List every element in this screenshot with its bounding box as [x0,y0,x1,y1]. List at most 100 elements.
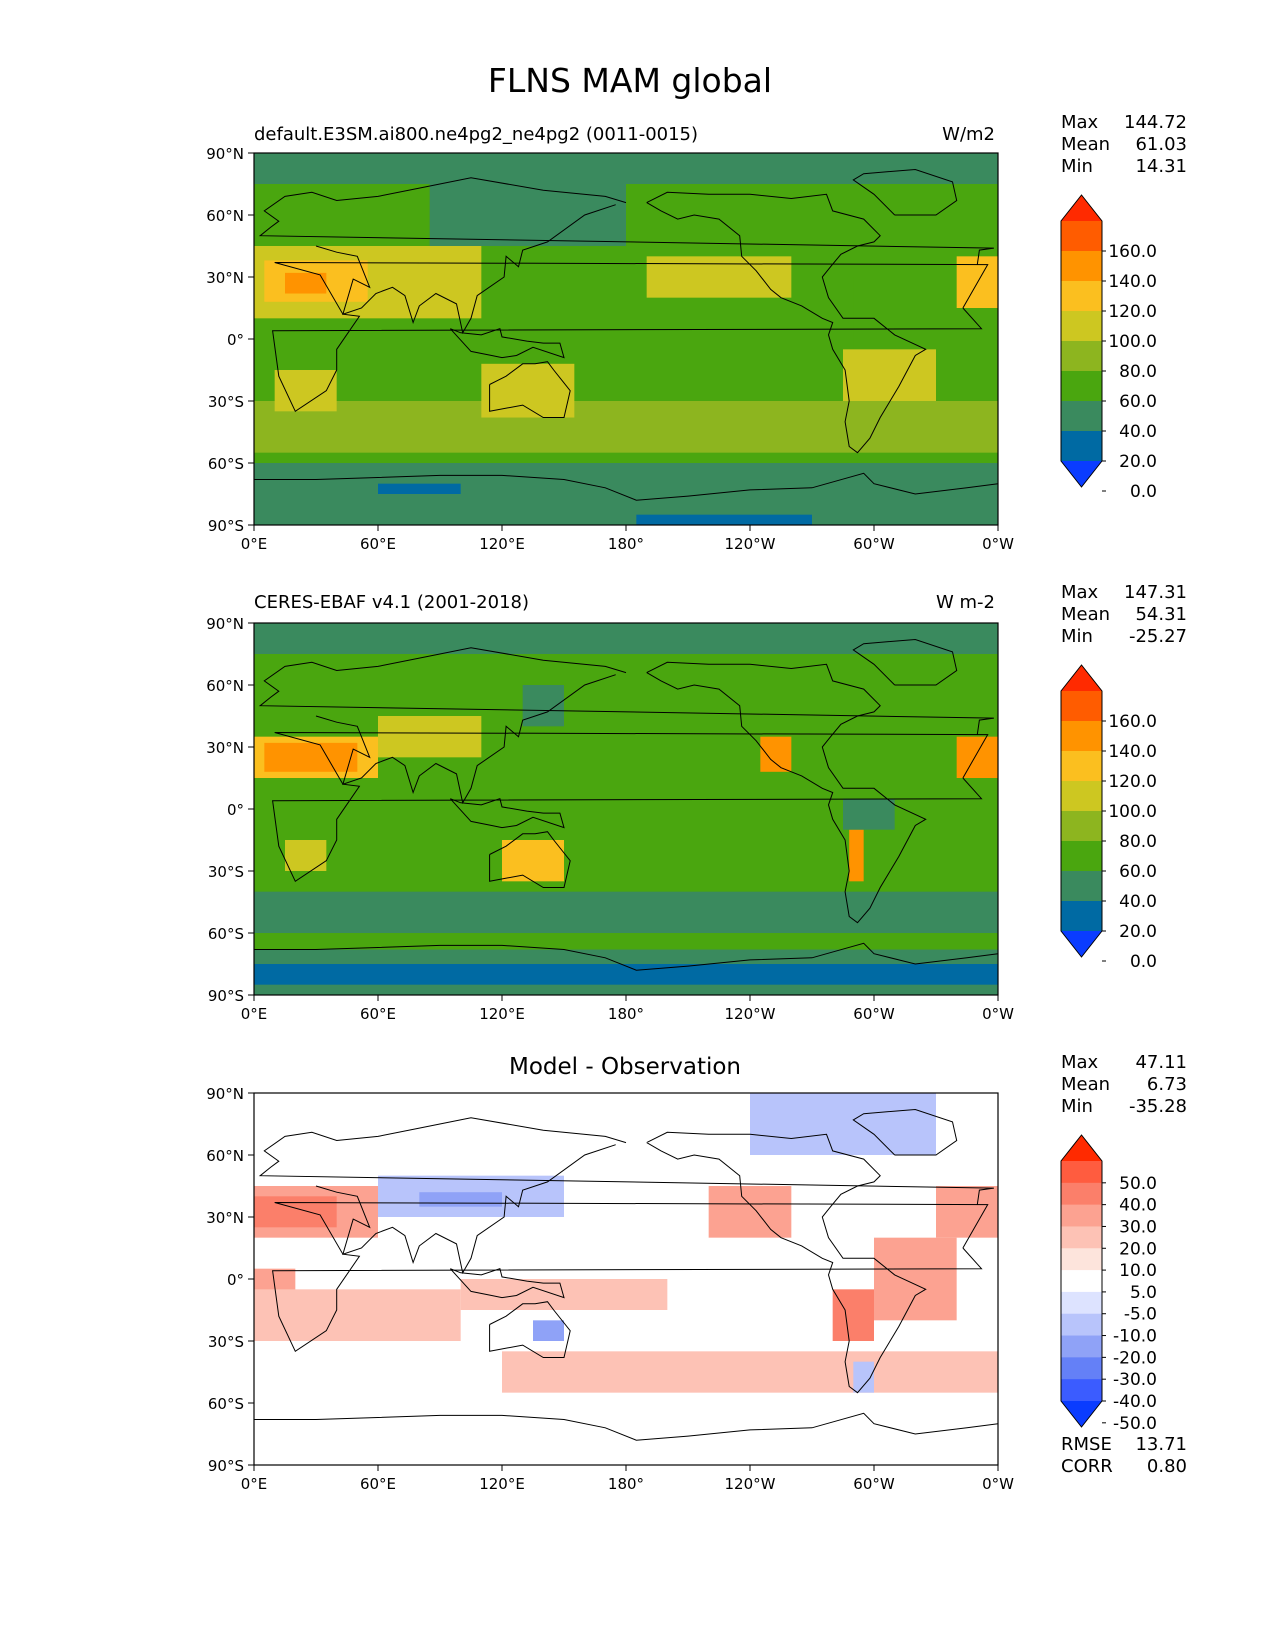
colorbar-diff-label-9: -30.0 [1113,1370,1157,1390]
map-obs-region-12 [843,798,895,830]
map-model-coastline-2 [315,204,616,335]
x-tick-label-diff-3: 180° [608,1475,644,1493]
colorbar-diff-band-3 [1061,1204,1102,1227]
y-tick-label-diff-4: 30°S [208,1333,244,1351]
x-tick-label-obs-0: 0°E [241,1005,268,1023]
map-diff-region-10 [502,1351,998,1393]
map-diff-region-7 [832,1289,874,1341]
y-tick-label-model-3: 0° [227,331,244,349]
figure-title: FLNS MAM global [488,61,772,100]
map-obs-region-9 [849,829,864,882]
y-tick-label-diff-3: 0° [227,1271,244,1289]
map-diff-region-9 [533,1320,564,1341]
panel-model: default.E3SM.ai800.ne4pg2_ne4pg2 (0011-0… [206,112,1187,553]
map-obs-coastline-1 [258,647,994,735]
colorbar-obs-band-7 [1061,871,1102,902]
map-diff-region-8 [874,1237,957,1321]
colorbar-diff-label-6: -5.0 [1124,1305,1157,1325]
y-tick-label-model-2: 30°N [206,269,244,287]
panel-model-title-right: W/m2 [942,124,995,145]
y-tick-label-diff-0: 90°N [206,1085,244,1103]
colorbar-model-label-1: 140.0 [1108,272,1157,292]
map-obs-coastline-0 [272,732,989,883]
map-diff-region-14 [460,1279,668,1310]
colorbar-obs-top-extend [1061,665,1102,691]
stat-obs-max-value: 147.31 [1124,582,1187,603]
map-obs-coastline-3 [489,831,571,888]
colorbar-diff-band-9 [1061,1335,1102,1358]
colorbar-diff-band-8 [1061,1313,1102,1337]
map-model-region-11 [378,483,461,494]
colorbar-model-label-7: 20.0 [1119,452,1157,472]
colorbar-model-band-3 [1061,281,1102,312]
x-tick-label-obs-1: 60°E [360,1005,396,1023]
colorbar-diff-band-2 [1061,1182,1102,1206]
colorbar-model-band-8 [1061,431,1102,462]
y-tick-label-obs-3: 0° [227,801,244,819]
map-model-region-13 [429,184,626,246]
map-obs-region-8 [760,736,792,772]
stat-diff-corr-value: 0.80 [1147,1456,1187,1477]
stat-diff-max-label: Max [1061,1052,1099,1073]
colorbar-diff-band-7 [1061,1291,1102,1315]
map-diff-region-12 [936,1186,998,1238]
colorbar-diff-band-11 [1061,1379,1102,1402]
x-tick-label-model-4: 120°W [725,535,776,553]
map-obs-coastline-2 [315,674,616,805]
map-diff-region-5 [750,1093,936,1155]
colorbar-model-label-8: 0.0 [1130,482,1157,502]
stat-diff-corr-label: CORR [1061,1456,1113,1477]
map-obs-region-1 [254,964,998,985]
y-tick-label-diff-5: 60°S [208,1395,244,1413]
colorbar-diff-bottom-extend [1061,1401,1102,1427]
map-diff-region-13 [853,1361,874,1393]
colorbar-obs-label-8: 0.0 [1130,952,1157,972]
stat-diff-mean-label: Mean [1061,1074,1110,1095]
colorbar-diff-label-0: 50.0 [1119,1174,1157,1194]
colorbar-obs-band-8 [1061,901,1102,932]
map-diff-coastline-3 [489,1301,571,1358]
colorbar-model-label-5: 60.0 [1119,392,1157,412]
colorbar-diff-band-1 [1061,1161,1102,1184]
map-diff-region-1 [254,1196,337,1228]
colorbar-obs-label-4: 80.0 [1119,832,1157,852]
x-tick-label-model-5: 60°W [853,535,895,553]
x-tick-label-model-3: 180° [608,535,644,553]
colorbar-obs-band-1 [1061,691,1102,722]
y-tick-label-obs-6: 90°S [208,987,244,1005]
y-tick-label-obs-2: 30°N [206,739,244,757]
stat-diff-min-label: Min [1061,1096,1093,1117]
stat-model-max-value: 144.72 [1124,112,1187,133]
panel-diff-title-center: Model - Observation [509,1054,741,1080]
colorbar-model-band-2 [1061,251,1102,282]
x-tick-label-obs-3: 180° [608,1005,644,1023]
panel-obs-title-left: CERES-EBAF v4.1 (2001-2018) [254,592,529,613]
stat-model-min-value: 14.31 [1135,156,1187,177]
y-tick-label-obs-0: 90°N [206,615,244,633]
map-obs-coastline-5 [646,661,927,924]
map-model-region-8 [481,363,575,418]
stat-diff-rmse-value: 13.71 [1135,1434,1187,1455]
stat-obs-mean-label: Mean [1061,604,1110,625]
x-tick-label-model-1: 60°E [360,535,396,553]
colorbar-diff-label-8: -20.0 [1113,1348,1157,1368]
x-tick-label-diff-5: 60°W [853,1475,895,1493]
stat-diff-rmse-label: RMSE [1061,1434,1112,1455]
y-tick-label-obs-5: 60°S [208,925,244,943]
map-diff-region-6 [708,1186,792,1238]
x-tick-label-model-0: 0°E [241,535,268,553]
map-diff-coastline-5 [646,1131,927,1394]
map-model-field [254,153,998,525]
panel-obs: CERES-EBAF v4.1 (2001-2018) W m-2 90°N 60… [206,582,1187,1023]
x-tick-label-obs-5: 60°W [853,1005,895,1023]
stat-obs-min-value: -25.27 [1129,626,1187,647]
colorbar-model-label-2: 120.0 [1108,302,1157,322]
x-tick-label-diff-6: 0°W [982,1475,1014,1493]
y-tick-label-obs-1: 60°N [206,677,244,695]
stat-model-min-label: Min [1061,156,1093,177]
map-obs-coastline-4 [449,798,565,829]
colorbar-diff-label-4: 10.0 [1119,1261,1157,1281]
y-tick-label-model-4: 30°S [208,393,244,411]
colorbar-model-label-3: 100.0 [1108,332,1157,352]
colorbar-obs: 160.0 140.0 120.0 100.0 80.0 60.0 40.0 20.0 0.0 [1060,664,1157,972]
